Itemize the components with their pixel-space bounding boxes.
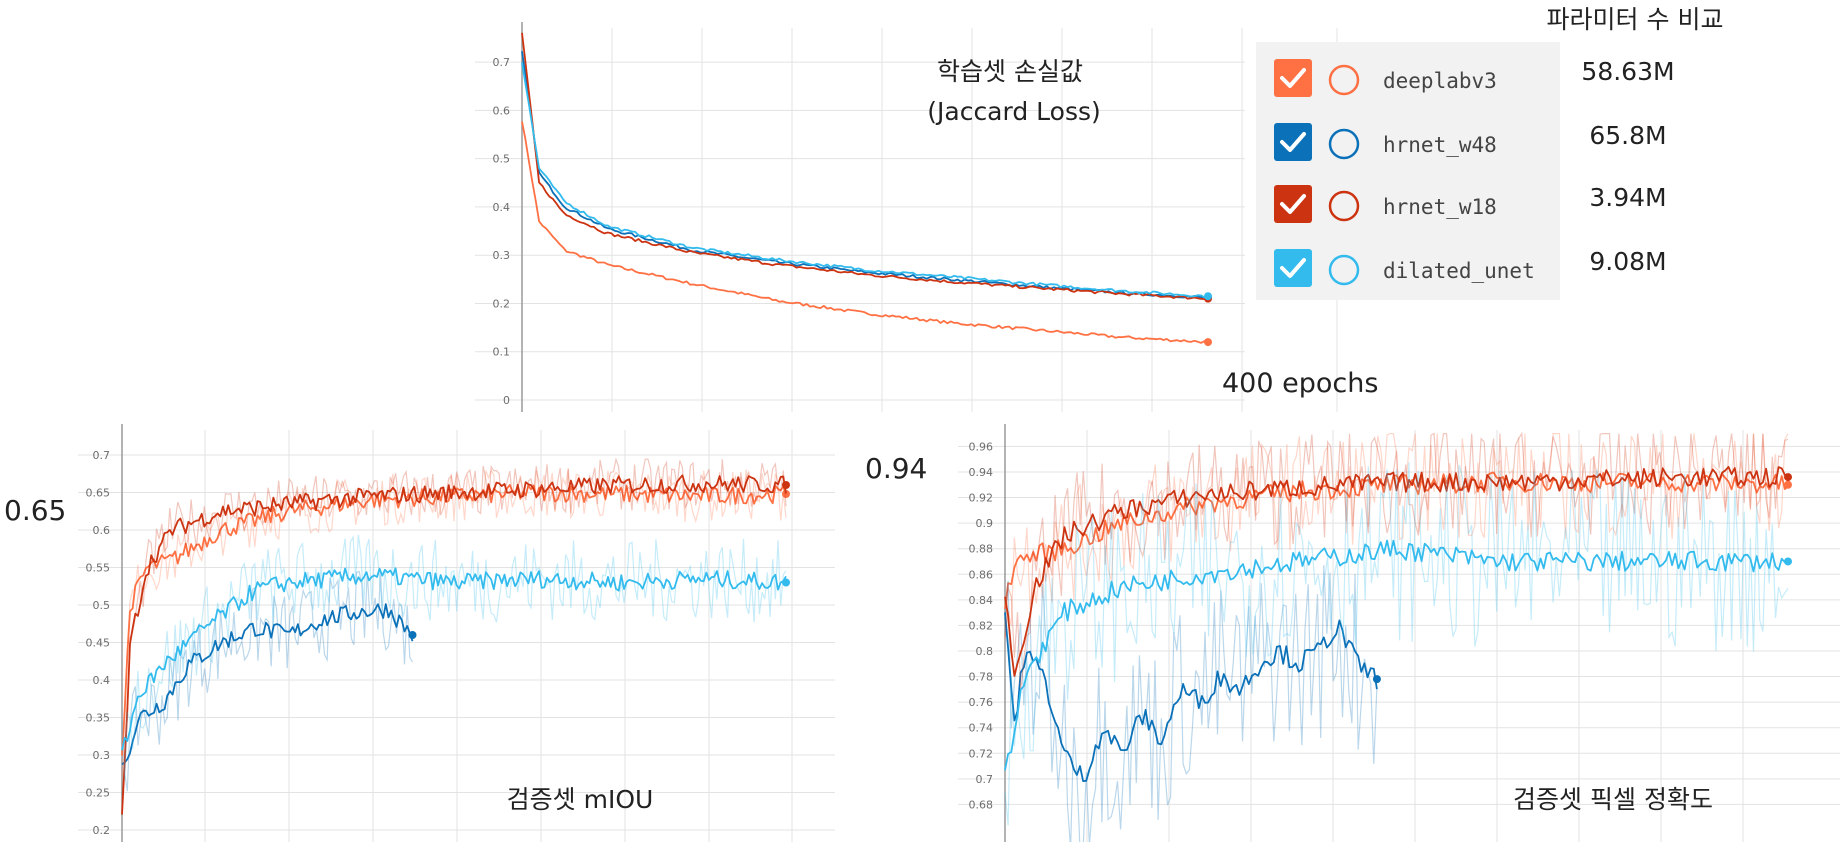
y-tick-label: 0.7 [493,56,511,69]
y-tick-label: 0.25 [86,787,111,800]
series-line-hrnet-w48 [1004,612,1378,782]
y-tick-label: 0.2 [93,824,111,837]
legend-checkbox[interactable] [1274,249,1312,287]
circle-marker-icon [1328,64,1360,96]
circle-marker-icon [1328,254,1360,286]
legend-label: dilated_unet [1383,259,1535,283]
series-raw-deeplabv3 [1004,433,1789,640]
series-end-point-dilated-unet [782,578,790,587]
y-tick-label: 0.8 [976,645,994,658]
series-end-point-hrnet-w18 [1784,473,1792,482]
series-line-dilated-unet [1004,539,1789,771]
series-line-hrnet-w48 [121,603,414,766]
series-line-hrnet-w18 [1004,466,1789,677]
param-count: 9.08M [1589,247,1666,276]
y-tick-label: 0.1 [493,346,511,359]
circle-marker-icon [1328,190,1360,222]
y-tick-label: 0.65 [86,487,111,500]
x-annotation: 400 epochs [1222,368,1378,399]
y-tick-label: 0.84 [969,594,994,607]
param-count: 65.8M [1589,121,1666,150]
param-count: 3.94M [1589,183,1666,212]
check-icon [1280,132,1306,152]
chart-subtitle: (Jaccard Loss) [927,97,1101,126]
y-tick-label: 0.9 [976,517,994,530]
series-line-hrnet-w18 [121,474,787,815]
series-line-dilated-unet [521,62,1209,299]
series-raw-hrnet-w48 [1004,565,1378,842]
legend: 파라미터 수 비교 deeplabv3 58.63M hrnet_w48 65.8M h… [1256,5,1723,300]
legend-checkbox[interactable] [1274,59,1312,97]
series-raw-dilated-unet [121,534,787,780]
series-end-point-dilated-unet [1784,557,1792,566]
y-tick-label: 0.6 [93,524,111,537]
legend-label: hrnet_w18 [1383,195,1497,219]
chart-validation-pixel-accuracy: 0.68 0.7 0.72 0.74 0.76 0.78 0.8 0.82 0.84 0.86 0.… [865,424,1840,842]
y-tick-label: 0.2 [493,297,511,310]
series-raw-hrnet-w18 [1004,431,1789,692]
series-line-hrnet-w18 [521,32,1209,301]
check-icon [1280,194,1306,214]
legend-label: hrnet_w48 [1383,133,1497,157]
series-raw-dilated-unet [1004,462,1789,826]
param-count: 58.63M [1581,57,1674,86]
y-tick-label: 0.72 [969,747,994,760]
series-line-hrnet-w48 [521,51,1209,299]
y-tick-label: 0.94 [969,466,994,479]
chart-title: 검증셋 mIOU [507,785,654,814]
legend-item-hrnet-w18[interactable]: hrnet_w18 [1274,185,1497,223]
series-end-point-hrnet-w48 [1372,675,1381,684]
y-tick-label: 0.5 [493,153,511,166]
y-tick-label: 0.3 [93,749,111,762]
y-tick-label: 0.86 [969,568,994,581]
series-line-deeplabv3 [521,121,1208,344]
y-tick-label: 0.76 [969,696,994,709]
y-tick-label: 0.7 [976,773,994,786]
series-end-point-hrnet-w48 [408,631,417,639]
y-tick-label: 0.7 [93,449,111,462]
y-tick-label: 0.92 [969,492,994,505]
y-tick-label: 0.88 [969,543,994,556]
legend-header: 파라미터 수 비교 [1547,5,1724,34]
chart-title: 검증셋 픽셀 정확도 [1513,785,1713,814]
series-end-point-deeplabv3 [1204,338,1212,347]
check-icon [1280,258,1306,278]
series-raw-deeplabv3 [121,469,787,777]
y-tick-label: 0.45 [86,637,111,650]
legend-label: deeplabv3 [1383,69,1497,93]
y-tick-label: 0.68 [969,798,994,811]
series-raw-hrnet-w18 [121,457,787,802]
legend-checkbox[interactable] [1274,185,1312,223]
check-icon [1280,68,1306,88]
y-annotation: 0.94 [865,452,927,485]
series-raw-hrnet-w48 [121,569,414,796]
circle-marker-icon [1328,128,1360,160]
y-tick-label: 0.78 [969,671,994,684]
chart-training-loss: 0 0.1 0.2 0.3 0.4 0.5 0.6 0.7 학습셋 손실값 (Jaccard … [475,22,1378,412]
legend-checkbox[interactable] [1274,123,1312,161]
y-tick-label: 0.74 [969,722,994,735]
legend-item-dilated-unet[interactable]: dilated_unet [1274,249,1535,287]
chart-title: 학습셋 손실값 [937,57,1083,86]
legend-item-hrnet-w48[interactable]: hrnet_w48 [1274,123,1497,161]
y-tick-label: 0.35 [86,712,111,725]
y-tick-label: 0.55 [86,562,111,575]
y-tick-label: 0.4 [493,201,511,214]
series-line-dilated-unet [121,567,787,751]
y-annotation: 0.65 [4,494,66,527]
y-tick-label: 0.6 [493,104,511,117]
chart-validation-miou: 0.2 0.25 0.3 0.35 0.4 0.45 0.5 0.55 0.6 0.65 0.7 0… [4,424,835,842]
y-tick-label: 0.4 [93,674,111,687]
y-tick-label: 0.96 [969,440,994,453]
y-tick-label: 0.5 [93,599,111,612]
series-end-point-dilated-unet [1204,292,1212,301]
series-end-point-deeplabv3 [782,490,790,498]
y-tick-label: 0.82 [969,619,994,632]
legend-item-deeplabv3[interactable]: deeplabv3 [1274,59,1497,97]
series-end-point-hrnet-w18 [782,481,790,489]
y-tick-label: 0.3 [493,249,511,262]
series-end-point-deeplabv3 [1784,480,1792,489]
y-tick-label: 0 [503,394,510,407]
